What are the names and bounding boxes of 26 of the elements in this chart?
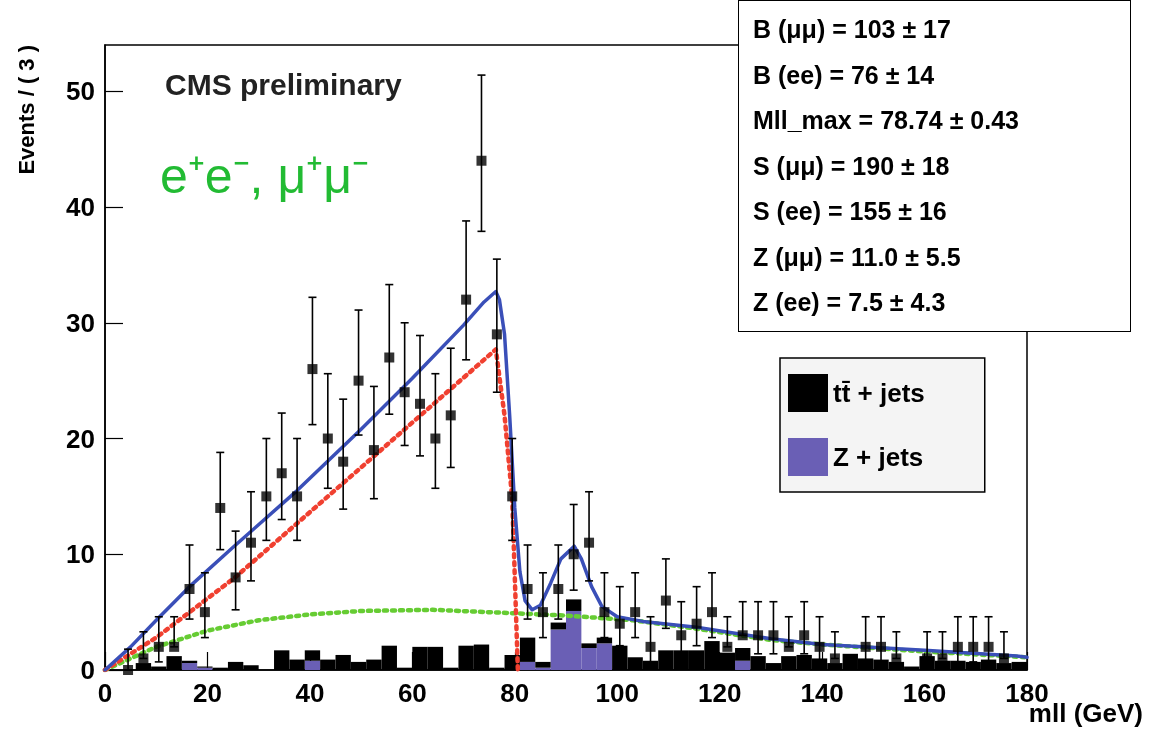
annotation: Z (μμ) = 11.0 ± 5.5	[753, 241, 962, 273]
y-tick-label: 10	[66, 539, 95, 570]
y-tick-label: 50	[66, 76, 95, 107]
y-tick-label: 20	[66, 423, 95, 454]
annotation: S (μμ) = 190 ± 18	[753, 150, 951, 182]
legend-label: Z + jets	[833, 442, 924, 472]
x-tick-label: 80	[500, 678, 530, 708]
y-axis-title: Events / ( 3 )	[13, 45, 39, 175]
annotation: e⁺e⁻, μ⁺μ⁻	[160, 147, 370, 206]
x-tick-label: 100	[595, 678, 639, 708]
x-tick-label: 60	[397, 678, 427, 708]
annotation: S (ee) = 155 ± 16	[753, 196, 948, 227]
annotation: Mll_max = 78.74 ± 0.43	[753, 105, 1020, 136]
x-tick-label: 140	[800, 678, 844, 708]
y-tick-label: 30	[66, 307, 95, 338]
legend-label: tt̄ + jets	[833, 378, 925, 408]
y-tick-label: 40	[66, 192, 95, 223]
x-tick-label: 160	[902, 678, 947, 708]
x-tick-label: 120	[697, 678, 742, 708]
y-tick-label: 0	[80, 655, 95, 685]
annotation: CMS preliminary	[165, 68, 402, 102]
annotation: Z (ee) = 7.5 ± 4.3	[753, 287, 947, 318]
annotation: B (ee) = 76 ± 14	[753, 59, 936, 91]
text: B (μμ) = 103 ± 17	[753, 15, 951, 43]
x-tick-label: 40	[295, 678, 325, 708]
x-tick-label: 20	[192, 678, 222, 708]
